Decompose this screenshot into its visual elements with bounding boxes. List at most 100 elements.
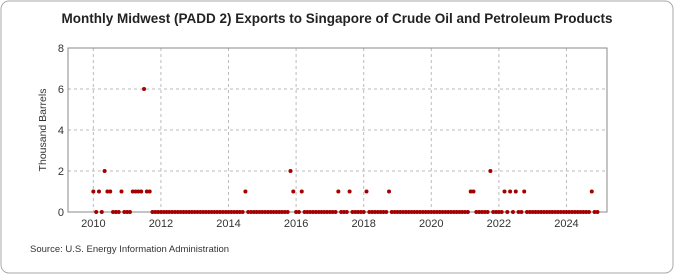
point: [367, 210, 372, 214]
point: [229, 210, 234, 214]
point: [448, 210, 453, 214]
point: [429, 210, 434, 214]
x-tick-label: 2010: [81, 218, 105, 230]
point: [254, 210, 259, 214]
point: [218, 210, 223, 214]
point: [215, 210, 220, 214]
point: [325, 210, 330, 214]
point: [432, 210, 437, 214]
point: [525, 210, 530, 214]
point: [105, 189, 110, 194]
point: [564, 210, 569, 214]
point: [291, 189, 296, 194]
point: [387, 189, 392, 194]
point: [223, 210, 228, 214]
point: [389, 210, 394, 214]
point: [544, 210, 549, 214]
point: [187, 210, 192, 214]
point: [479, 210, 484, 214]
point: [232, 210, 237, 214]
point: [547, 210, 552, 214]
point: [595, 210, 600, 214]
point: [356, 210, 361, 214]
point: [195, 210, 200, 214]
point: [572, 210, 577, 214]
point: [485, 210, 490, 214]
y-tick-label: 4: [58, 125, 64, 137]
point: [375, 210, 380, 214]
point: [181, 210, 186, 214]
point: [206, 210, 211, 214]
point: [108, 189, 113, 194]
point: [347, 189, 352, 194]
point: [158, 210, 163, 214]
y-tick-label: 0: [58, 207, 64, 219]
point: [189, 210, 194, 214]
point: [510, 210, 515, 214]
point: [460, 210, 465, 214]
point: [212, 210, 217, 214]
point: [319, 210, 324, 214]
point: [426, 210, 431, 214]
point: [491, 210, 496, 214]
point: [457, 210, 462, 214]
point: [468, 189, 473, 194]
frame: [0, 0, 674, 274]
point: [465, 210, 470, 214]
x-tick-label: 2012: [149, 218, 173, 230]
chart-title: Monthly Midwest (PADD 2) Exports to Sing…: [61, 11, 612, 26]
point: [412, 210, 417, 214]
point: [494, 210, 499, 214]
point: [102, 169, 107, 173]
point: [584, 210, 589, 214]
point: [550, 210, 555, 214]
point: [280, 210, 285, 214]
point: [553, 210, 558, 214]
y-tick-label: 2: [58, 166, 64, 178]
point: [167, 210, 172, 214]
point: [313, 210, 318, 214]
point: [294, 210, 299, 214]
point: [133, 189, 138, 194]
point: [539, 210, 544, 214]
point: [381, 210, 386, 214]
point: [499, 210, 504, 214]
point: [288, 169, 293, 173]
point: [341, 210, 346, 214]
point: [471, 189, 476, 194]
point: [344, 210, 349, 214]
point: [418, 210, 423, 214]
point: [139, 189, 144, 194]
point: [415, 210, 420, 214]
point: [505, 210, 510, 214]
point: [327, 210, 332, 214]
point: [201, 210, 206, 214]
point: [147, 189, 152, 194]
point: [116, 210, 121, 214]
point: [226, 210, 231, 214]
point: [119, 189, 124, 194]
point: [192, 210, 197, 214]
point: [454, 210, 459, 214]
y-tick-label: 8: [58, 43, 64, 55]
point: [403, 210, 408, 214]
point: [99, 210, 104, 214]
point: [364, 189, 369, 194]
point: [496, 210, 501, 214]
point: [527, 210, 532, 214]
point: [150, 210, 155, 214]
point: [536, 210, 541, 214]
point: [508, 189, 513, 194]
point: [339, 210, 344, 214]
point: [113, 210, 118, 214]
point: [592, 210, 597, 214]
point: [443, 210, 448, 214]
point: [589, 189, 594, 194]
point: [125, 210, 130, 214]
point: [122, 210, 127, 214]
point: [477, 210, 482, 214]
point: [474, 210, 479, 214]
point: [406, 210, 411, 214]
